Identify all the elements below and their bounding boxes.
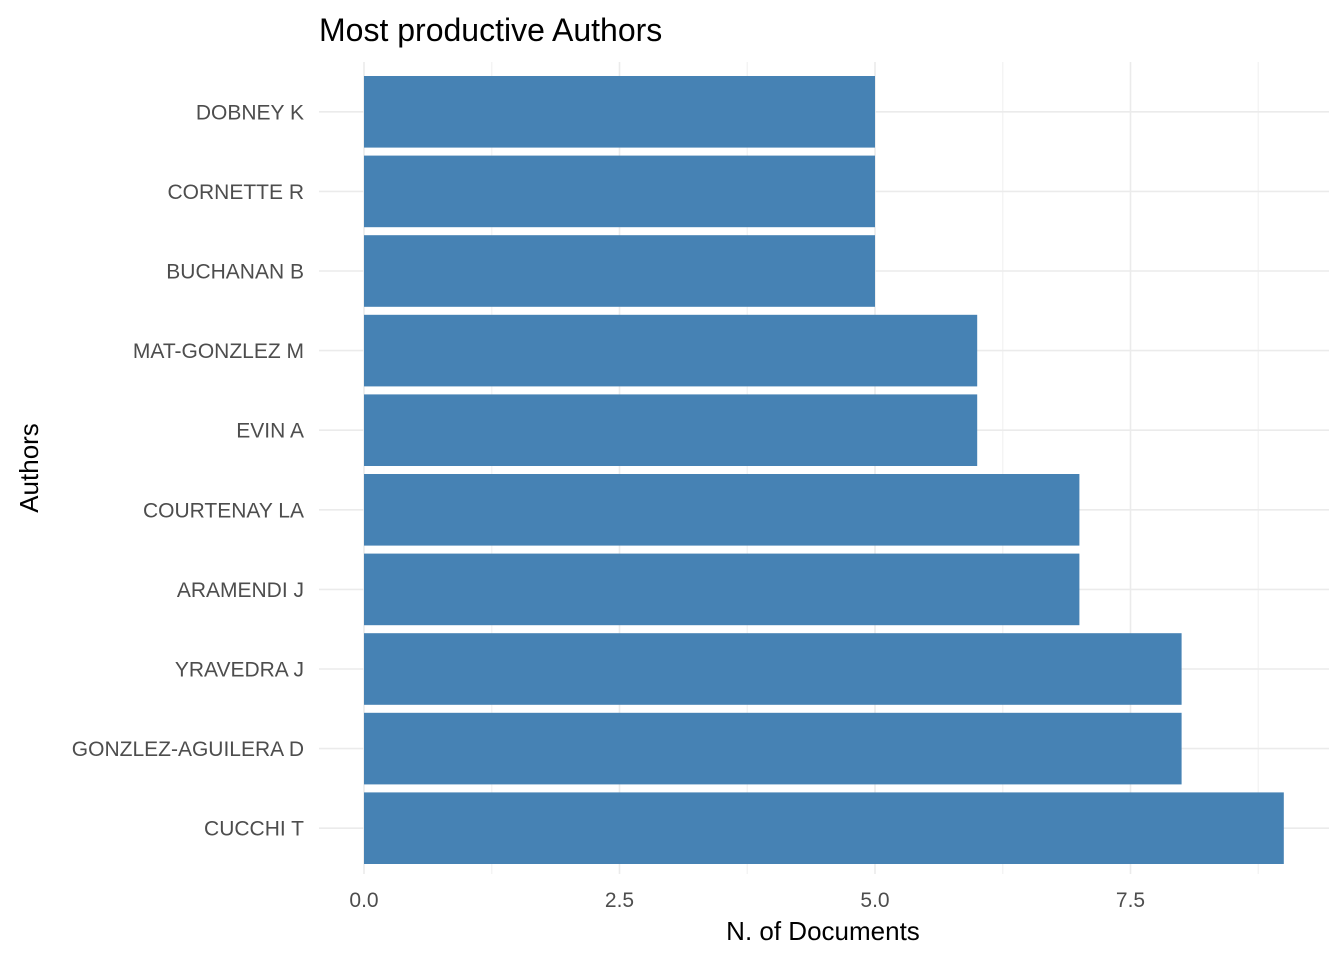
y-tick-label: ARAMENDI J [177, 579, 304, 602]
y-tick-label: YRAVEDRA J [175, 659, 304, 682]
bar [364, 553, 1080, 626]
y-tick-label: CUCCHI T [204, 818, 304, 841]
bar [364, 76, 875, 148]
x-tick-label: 0.0 [349, 889, 378, 912]
bar [364, 792, 1284, 864]
y-tick-label: MAT-GONZLEZ M [133, 340, 304, 363]
x-tick-label: 7.5 [1116, 889, 1145, 912]
x-tick-label: 5.0 [860, 889, 889, 912]
y-tick-label: DOBNEY K [196, 101, 304, 124]
y-tick-label: CORNETTE R [168, 181, 305, 204]
bar [364, 712, 1182, 785]
bar [364, 314, 978, 387]
bar [364, 235, 875, 307]
y-tick-label: BUCHANAN B [166, 261, 304, 284]
x-tick-label: 2.5 [605, 889, 634, 912]
x-axis-title: N. of Documents [726, 916, 920, 946]
bar [364, 155, 875, 228]
bar [364, 633, 1182, 705]
y-axis-title: Authors [14, 423, 44, 513]
y-tick-label: EVIN A [236, 420, 304, 443]
bars [364, 76, 1284, 864]
x-tick-labels: 0.0 2.5 5.0 7.5 [349, 889, 1145, 912]
bar [364, 394, 978, 466]
bar [364, 474, 1080, 546]
y-tick-label: COURTENAY LA [143, 499, 304, 522]
y-tick-label: GONZLEZ-AGUILERA D [72, 738, 304, 761]
y-tick-labels: DOBNEY K CORNETTE R BUCHANAN B MAT-GONZLEZ … [72, 101, 304, 840]
chart-title: Most productive Authors [319, 12, 662, 48]
